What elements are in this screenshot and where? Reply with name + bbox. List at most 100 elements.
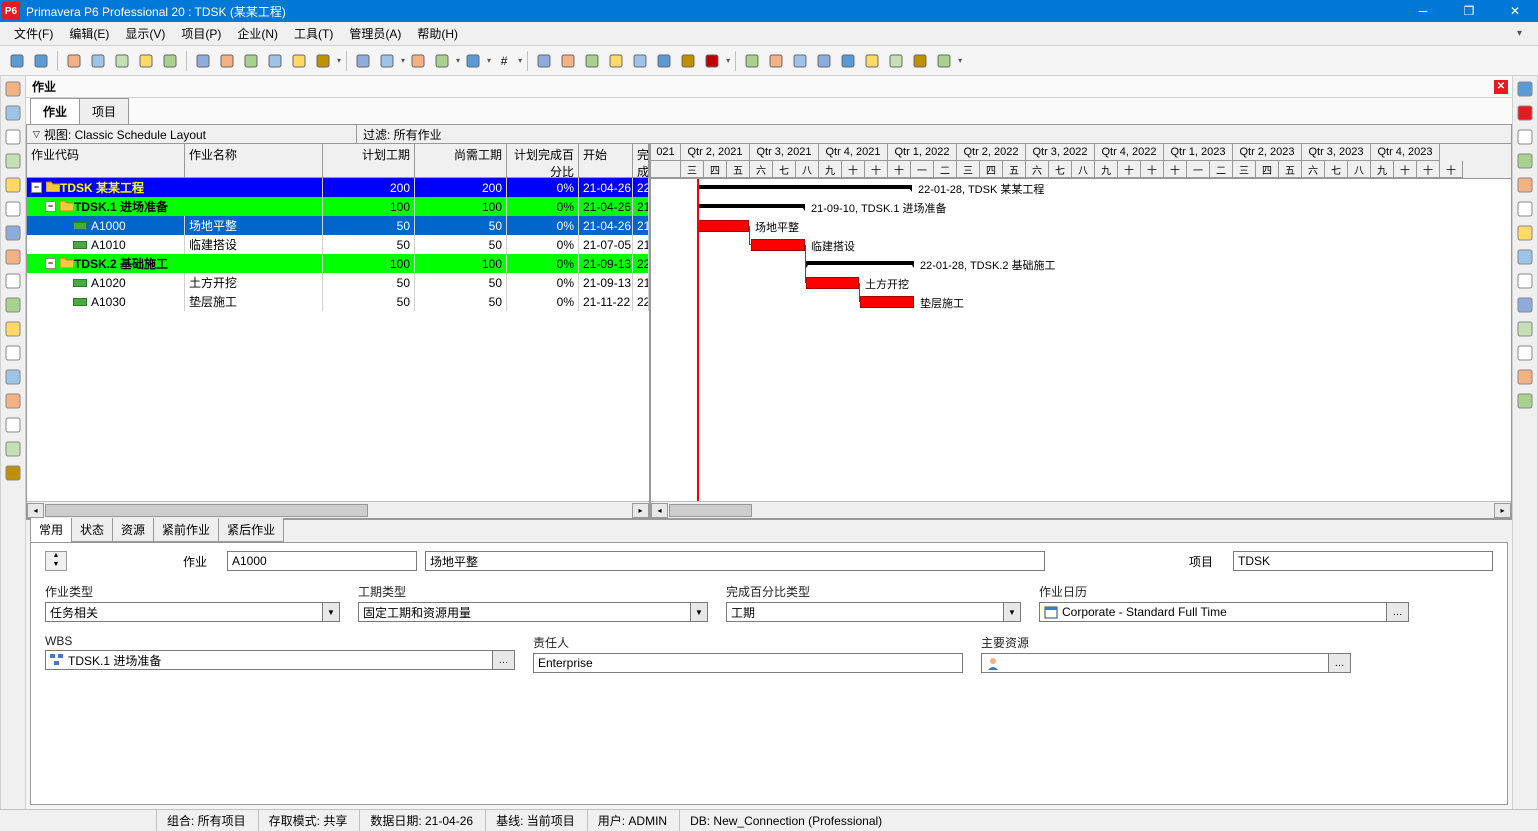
maximize-button[interactable]: ❐ (1446, 0, 1492, 22)
toolbar-button[interactable] (192, 50, 214, 72)
scroll-right-button[interactable]: ▸ (632, 503, 649, 518)
toolbar-button[interactable] (264, 50, 286, 72)
record-nav-spinner[interactable]: ▲▼ (45, 551, 67, 571)
toolbar-button[interactable] (352, 50, 374, 72)
toolbar-button[interactable] (6, 50, 28, 72)
menu-overflow-icon[interactable]: ▾ (1517, 28, 1532, 39)
scroll-right-button[interactable]: ▸ (1494, 503, 1511, 518)
activity-row[interactable]: A1020土方开挖50500%21-09-1321-0 (27, 273, 649, 292)
wbs-row[interactable]: − TDSK.1 进场准备1001000%21-04-2621-0 (27, 197, 649, 216)
col-remaining-dur[interactable]: 尚需工期 (415, 144, 507, 178)
duration-type-select[interactable]: 固定工期和资源用量▼ (358, 602, 708, 622)
expand-toggle[interactable]: − (45, 258, 56, 269)
activity-type-select[interactable]: 任务相关▼ (45, 602, 340, 622)
browse-button[interactable]: … (1328, 654, 1350, 672)
sidebar-icon[interactable] (4, 104, 22, 122)
area-close-button[interactable]: ✕ (1494, 80, 1508, 94)
pct-type-select[interactable]: 工期▼ (726, 602, 1021, 622)
activity-id-field[interactable]: A1000 (227, 551, 417, 571)
gantt-body[interactable]: 22-01-28, TDSK 某某工程21-09-10, TDSK.1 进场准备… (651, 179, 1511, 501)
detail-tab[interactable]: 常用 (30, 517, 72, 542)
toolbar-button[interactable] (407, 50, 429, 72)
sidebar-icon[interactable] (1516, 344, 1534, 362)
activity-name-field[interactable]: 场地平整 (425, 551, 1045, 571)
grid-hscroll[interactable]: ◂ ▸ (27, 501, 649, 518)
toolbar-button[interactable] (605, 50, 627, 72)
scroll-left-button[interactable]: ◂ (27, 503, 44, 518)
sidebar-icon[interactable] (1516, 320, 1534, 338)
sidebar-icon[interactable] (4, 392, 22, 410)
primary-resource-field[interactable]: … (981, 653, 1351, 673)
menu-item[interactable]: 帮助(H) (409, 23, 466, 44)
close-button[interactable]: ✕ (1492, 0, 1538, 22)
toolbar-button[interactable] (216, 50, 238, 72)
wbs-row[interactable]: − TDSK.2 基础施工1001000%21-09-1322-0 (27, 254, 649, 273)
menu-item[interactable]: 工具(T) (286, 23, 341, 44)
toolbar-button[interactable] (159, 50, 181, 72)
expand-toggle[interactable]: − (31, 182, 42, 193)
col-pct-complete[interactable]: 计划完成百分比 (507, 144, 579, 178)
toolbar-button[interactable] (63, 50, 85, 72)
menu-item[interactable]: 文件(F) (6, 23, 61, 44)
toolbar-button[interactable] (462, 50, 484, 72)
toolbar-button[interactable] (885, 50, 907, 72)
toolbar-button[interactable] (288, 50, 310, 72)
toolbar-button[interactable] (789, 50, 811, 72)
detail-tab[interactable]: 状态 (71, 517, 113, 542)
toolbar-button[interactable] (240, 50, 262, 72)
menu-item[interactable]: 项目(P) (173, 23, 229, 44)
sidebar-icon[interactable] (4, 176, 22, 194)
toolbar-button[interactable] (87, 50, 109, 72)
sidebar-icon[interactable] (4, 152, 22, 170)
summary-bar[interactable] (697, 185, 912, 189)
wbs-row[interactable]: − TDSK 某某工程2002000%21-04-2622-0 (27, 178, 649, 197)
col-activity-name[interactable]: 作业名称 (185, 144, 323, 178)
col-finish[interactable]: 完成 (633, 144, 649, 178)
toolbar-button[interactable] (376, 50, 398, 72)
sidebar-icon[interactable] (4, 320, 22, 338)
sidebar-icon[interactable] (1516, 272, 1534, 290)
calendar-select[interactable]: Corporate - Standard Full Time… (1039, 602, 1409, 622)
sidebar-icon[interactable] (4, 224, 22, 242)
sidebar-icon[interactable] (4, 200, 22, 218)
activity-row[interactable]: A1030垫层施工50500%21-11-2222-0 (27, 292, 649, 311)
sidebar-icon[interactable] (1516, 392, 1534, 410)
toolbar-button[interactable] (701, 50, 723, 72)
top-tab[interactable]: 项目 (79, 98, 129, 124)
toolbar-button[interactable] (30, 50, 52, 72)
col-activity-id[interactable]: 作业代码 (27, 144, 185, 178)
activity-row[interactable]: A1010临建搭设50500%21-07-0521-0 (27, 235, 649, 254)
toolbar-button[interactable] (135, 50, 157, 72)
sidebar-icon[interactable] (1516, 104, 1534, 122)
scroll-left-button[interactable]: ◂ (651, 503, 668, 518)
menu-item[interactable]: 管理员(A) (341, 23, 409, 44)
sidebar-icon[interactable] (4, 128, 22, 146)
menu-item[interactable]: 编辑(E) (61, 23, 117, 44)
toolbar-button[interactable] (837, 50, 859, 72)
sidebar-icon[interactable] (1516, 80, 1534, 98)
toolbar-button[interactable] (653, 50, 675, 72)
sidebar-icon[interactable] (1516, 176, 1534, 194)
task-bar[interactable] (697, 220, 749, 232)
sidebar-icon[interactable] (1516, 200, 1534, 218)
toolbar-button[interactable] (533, 50, 555, 72)
activity-row[interactable]: A1000场地平整50500%21-04-2621-0 (27, 216, 649, 235)
sidebar-icon[interactable] (1516, 224, 1534, 242)
toolbar-button[interactable] (677, 50, 699, 72)
sidebar-icon[interactable] (1516, 368, 1534, 386)
toolbar-button[interactable] (813, 50, 835, 72)
summary-bar[interactable] (697, 204, 805, 208)
browse-button[interactable]: … (492, 651, 514, 669)
sidebar-icon[interactable] (1516, 128, 1534, 146)
sidebar-icon[interactable] (4, 272, 22, 290)
wbs-field[interactable]: TDSK.1 进场准备… (45, 650, 515, 670)
toolbar-button[interactable]: # (493, 50, 515, 72)
toolbar-button[interactable] (312, 50, 334, 72)
toolbar-button[interactable] (741, 50, 763, 72)
toolbar-button[interactable] (629, 50, 651, 72)
col-planned-dur[interactable]: 计划工期 (323, 144, 415, 178)
menu-item[interactable]: 显示(V) (117, 23, 173, 44)
toolbar-button[interactable] (431, 50, 453, 72)
top-tab[interactable]: 作业 (30, 98, 80, 124)
sidebar-icon[interactable] (4, 80, 22, 98)
